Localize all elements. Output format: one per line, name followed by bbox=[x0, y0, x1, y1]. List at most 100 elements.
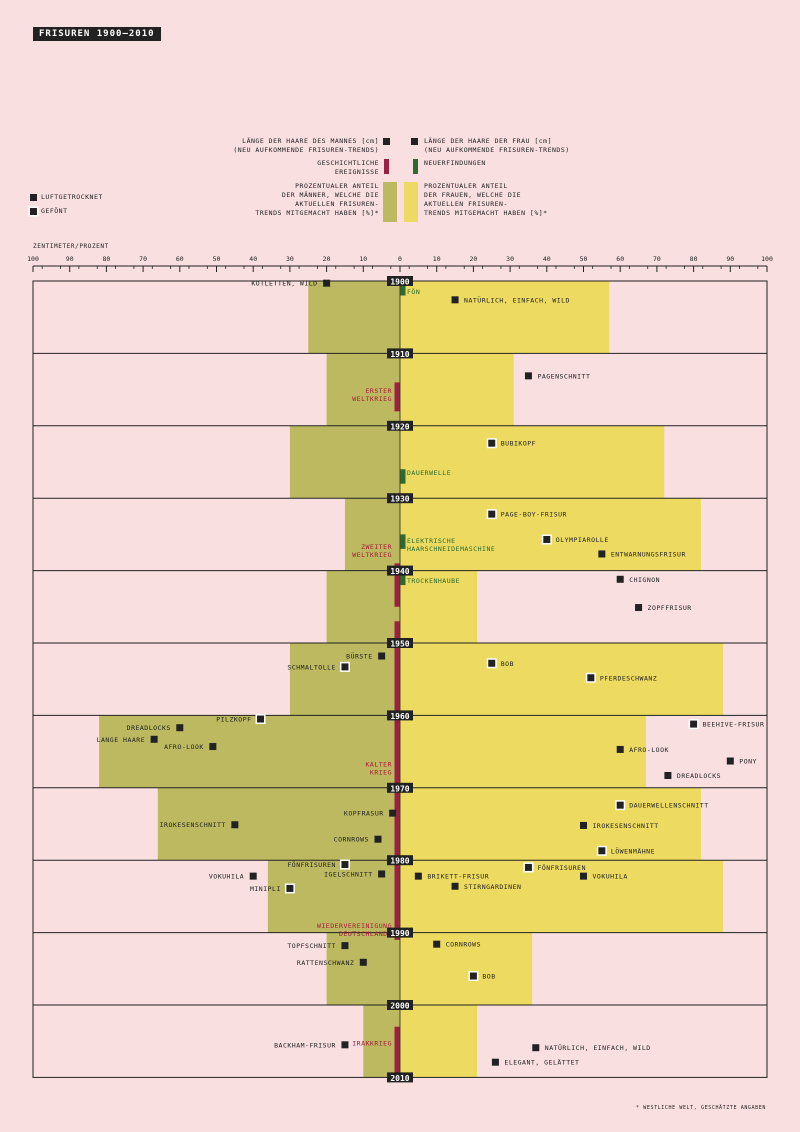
men-style-label: PILZKOPF bbox=[216, 716, 251, 724]
x-tick-label: 90 bbox=[726, 255, 734, 263]
women-bar bbox=[400, 932, 533, 1005]
x-tick-label: 90 bbox=[66, 255, 74, 263]
women-style-label: LÖWENMÄHNE bbox=[611, 846, 655, 855]
women-style-label: BEEHIVE-FRISUR bbox=[703, 721, 765, 729]
air-dried-marker bbox=[231, 821, 239, 829]
x-tick-label: 80 bbox=[690, 255, 698, 263]
air-dried-marker bbox=[451, 296, 459, 304]
air-dried-marker bbox=[532, 1044, 540, 1052]
invention-label: DAUERWELLE bbox=[407, 469, 451, 477]
blow-dried-marker bbox=[341, 861, 349, 869]
x-tick-label: 80 bbox=[102, 255, 110, 263]
air-dried-marker bbox=[323, 279, 331, 287]
decade-label-bg bbox=[387, 565, 413, 576]
invention-label: TROCKENHAUBE bbox=[407, 577, 460, 585]
women-style-label: VOKUHILA bbox=[593, 873, 628, 881]
women-style-label: OLYMPIAROLLE bbox=[556, 536, 609, 544]
legend-blow-dried-label: GEFÖNT bbox=[41, 207, 68, 215]
women-style-label: NATÜRLICH, EINFACH, WILD bbox=[464, 295, 570, 304]
men-bar bbox=[326, 353, 400, 426]
women-bar bbox=[400, 715, 646, 788]
decade-label-bg bbox=[387, 420, 413, 431]
decade-label: 1900 bbox=[390, 278, 409, 287]
decade-label: 1950 bbox=[390, 640, 409, 649]
men-bar bbox=[157, 787, 400, 861]
men-style-label: TOPFSCHNITT bbox=[287, 942, 336, 950]
air-dried-marker bbox=[389, 809, 397, 817]
men-style-label: MINIPLI bbox=[250, 885, 281, 893]
blow-dried-marker bbox=[543, 535, 551, 543]
air-dried-marker bbox=[451, 882, 459, 890]
women-style-label: STIRNGARDINEN bbox=[464, 883, 521, 891]
event-label: IRAKKRIEG bbox=[352, 1039, 392, 1047]
event-label: WIEDERVEREINIGUNG DEUTSCHLANDS bbox=[317, 922, 392, 938]
men-bar bbox=[308, 281, 400, 354]
air-dried-marker bbox=[598, 550, 606, 558]
men-style-label: AFRO-LOOK bbox=[164, 743, 204, 751]
legend-men-length-swatch bbox=[383, 138, 390, 145]
event-bar bbox=[394, 621, 400, 940]
x-tick-label: 100 bbox=[761, 255, 773, 263]
event-bar bbox=[394, 1026, 400, 1078]
men-style-label: KOTLETTEN, WILD bbox=[251, 280, 317, 288]
women-bar bbox=[400, 570, 478, 643]
air-dried-marker bbox=[524, 372, 532, 380]
women-style-label: DAUERWELLENSCHNITT bbox=[629, 802, 708, 810]
women-style-label: ELEGANT, GELÄTTET bbox=[504, 1058, 579, 1067]
page-title: FRISUREN 1900–2010 bbox=[33, 27, 161, 41]
men-style-label: BACKHAM-FRISUR bbox=[274, 1041, 336, 1049]
women-bar bbox=[400, 425, 665, 499]
women-bar bbox=[400, 353, 514, 426]
legend-women-percent-swatch bbox=[404, 182, 418, 222]
blow-dried-marker bbox=[488, 439, 496, 447]
invention-bar bbox=[400, 281, 406, 296]
men-style-label: CORNROWS bbox=[334, 836, 369, 844]
air-dried-marker bbox=[176, 724, 184, 732]
air-dried-marker bbox=[414, 872, 422, 880]
decade-label: 1980 bbox=[390, 857, 409, 866]
blow-dried-marker bbox=[524, 863, 532, 871]
air-dried-marker bbox=[341, 942, 349, 950]
x-tick-label: 30 bbox=[286, 255, 294, 263]
event-label: ZWEITER WELTKRIEG bbox=[352, 543, 392, 559]
men-bar bbox=[344, 498, 400, 571]
x-tick-label: 40 bbox=[543, 255, 551, 263]
blow-dried-marker bbox=[690, 720, 698, 728]
women-style-label: PFERDESCHWANZ bbox=[600, 674, 657, 682]
women-bar bbox=[400, 498, 701, 571]
decade-label-bg bbox=[387, 782, 413, 793]
women-style-label: PAGENSCHNITT bbox=[537, 372, 590, 380]
men-style-label: SCHMALTOLLE bbox=[287, 663, 336, 671]
legend-invention-label: NEUERFINDUNGEN bbox=[424, 159, 486, 167]
men-style-label: FÖNFRISUREN bbox=[287, 860, 336, 869]
decade-label: 1920 bbox=[390, 422, 409, 431]
decade-label-bg bbox=[387, 1000, 413, 1010]
air-dried-marker bbox=[433, 940, 441, 948]
legend-men-percent-label: PROZENTUALER ANTEIL DER MÄNNER, WELCHE D… bbox=[255, 182, 379, 217]
blow-dried-marker bbox=[341, 663, 349, 671]
women-style-label: PONY bbox=[739, 758, 757, 766]
axis-unit-label: ZENTIMETER/PROZENT bbox=[33, 243, 109, 250]
x-tick-label: 20 bbox=[323, 255, 331, 263]
air-dried-marker bbox=[378, 870, 386, 878]
men-bar bbox=[289, 425, 400, 499]
invention-label: FÖN bbox=[407, 287, 420, 296]
air-dried-marker bbox=[580, 872, 587, 880]
invention-bar bbox=[400, 570, 406, 586]
women-style-label: BRIKETT-FRISUR bbox=[427, 873, 489, 881]
event-bar bbox=[394, 382, 400, 412]
invention-label: ELEKTRISCHE HAARSCHNEIDEMASCHINE bbox=[407, 537, 495, 553]
legend-historical-swatch bbox=[384, 159, 389, 174]
x-tick-label: 70 bbox=[653, 255, 661, 263]
air-dried-marker bbox=[616, 575, 624, 583]
women-bar bbox=[400, 787, 701, 861]
x-tick-label: 100 bbox=[27, 255, 39, 263]
decade-label: 1970 bbox=[390, 784, 409, 793]
legend-historical-label: GESCHICHTLICHE EREIGNISSE bbox=[317, 159, 379, 176]
decade-label-bg bbox=[387, 927, 413, 938]
women-style-label: ENTWARNUNGSFRISUR bbox=[611, 550, 686, 558]
men-bar bbox=[267, 860, 400, 933]
air-dried-marker bbox=[249, 872, 257, 880]
women-bar bbox=[400, 281, 610, 354]
women-style-label: FÖNFRISUREN bbox=[537, 863, 586, 872]
